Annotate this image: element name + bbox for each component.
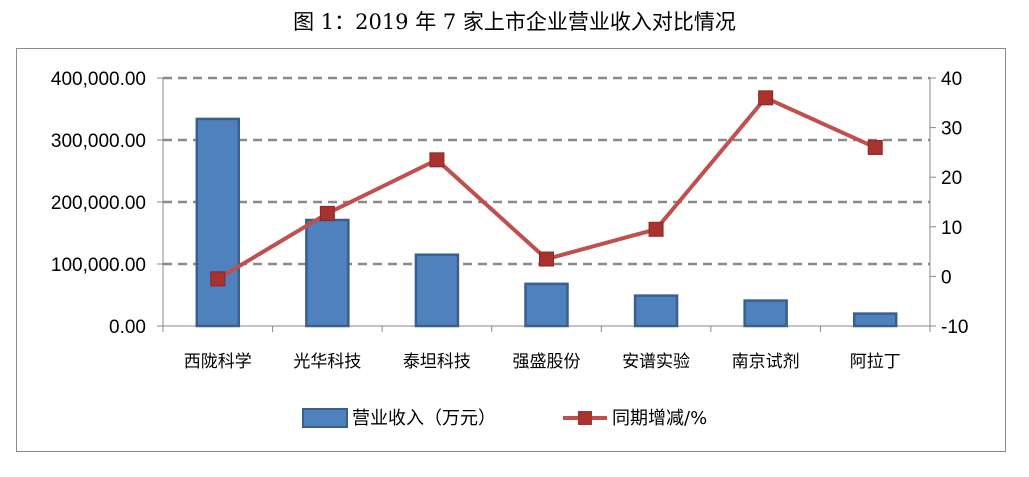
right-axis-tick-label: 30	[941, 119, 962, 140]
left-axis-tick-label: 300,000.00	[51, 131, 146, 152]
bar	[524, 282, 569, 328]
bar	[305, 218, 350, 328]
legend-swatch-bar	[302, 408, 348, 428]
bar	[195, 117, 241, 328]
line-marker	[867, 139, 883, 155]
right-axis-tick-label: 10	[941, 218, 962, 239]
category-label: 南京试剂	[732, 352, 800, 372]
category-label: 西陇科学	[184, 352, 252, 372]
left-axis-tick-label: 0.00	[109, 317, 146, 338]
line-marker	[429, 152, 445, 168]
left-axis-tick-label: 100,000.00	[51, 255, 146, 276]
right-axis-tick-label: 20	[941, 168, 962, 189]
legend-label-line: 同期增减/%	[612, 408, 707, 429]
category-label: 强盛股份	[513, 352, 581, 372]
right-axis-tick-label: 0	[941, 267, 952, 288]
bar	[414, 253, 460, 328]
right-axis-tick-label: -10	[941, 317, 968, 338]
line-marker	[758, 90, 774, 106]
legend-swatch-marker	[578, 411, 592, 425]
line-marker	[319, 205, 335, 221]
right-axis-tick-label: 40	[941, 69, 962, 90]
bar	[633, 294, 679, 328]
line-marker	[539, 251, 554, 267]
legend-label-bar: 营业收入（万元）	[352, 408, 496, 429]
chart-frame	[16, 48, 1006, 452]
line-marker	[210, 271, 226, 287]
category-label: 阿拉丁	[850, 352, 901, 372]
category-label: 泰坦科技	[403, 352, 471, 372]
bar	[743, 299, 788, 328]
chart-title: 图 1：2019 年 7 家上市企业营业收入对比情况	[293, 10, 736, 34]
category-label: 光华科技	[293, 352, 361, 372]
bar	[852, 312, 898, 328]
left-axis-tick-label: 200,000.00	[51, 193, 146, 214]
left-axis-tick-label: 400,000.00	[51, 69, 146, 90]
category-label: 安谱实验	[622, 352, 690, 372]
line-marker	[648, 221, 664, 237]
